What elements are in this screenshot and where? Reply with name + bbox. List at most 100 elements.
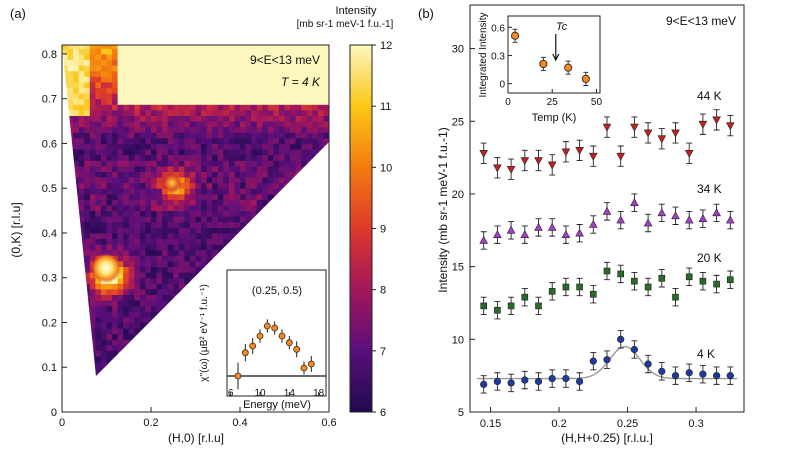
heatmap-cell	[84, 322, 91, 329]
heatmap-cell	[245, 216, 252, 223]
heatmap-cell	[95, 177, 102, 184]
heatmap-cell	[128, 205, 135, 212]
heatmap-cell	[251, 59, 258, 66]
heatmap-cell	[234, 154, 241, 161]
heatmap-cell	[106, 238, 113, 245]
heatmap-cell	[217, 45, 224, 49]
heatmap-cell	[167, 266, 174, 273]
heatmap-cell	[84, 143, 91, 150]
heatmap-cell	[84, 401, 90, 407]
heatmap-cell	[206, 177, 213, 184]
heatmap-cell	[173, 283, 180, 290]
heatmap-cell	[179, 378, 185, 384]
heatmap-cell	[62, 205, 69, 212]
heatmap-cell	[306, 45, 313, 49]
heatmap-cell	[245, 160, 252, 167]
heatmap-cell	[189, 98, 196, 105]
heatmap-cell	[173, 390, 179, 396]
heatmap-cell	[262, 98, 269, 105]
heatmap-cell	[273, 177, 280, 184]
heatmap-cell	[184, 367, 191, 374]
heatmap-cell	[206, 238, 213, 245]
heatmap-cell	[234, 177, 241, 184]
heatmap-cell	[100, 81, 107, 89]
heatmap-cell	[78, 210, 85, 217]
heatmap-cell	[312, 238, 319, 245]
heatmap-cell	[162, 227, 169, 234]
heatmap-cell	[167, 238, 174, 245]
heatmap-cell	[329, 261, 335, 267]
heatmap-cell	[100, 98, 107, 105]
heatmap-cell	[73, 244, 80, 251]
heatmap-cell	[256, 48, 263, 55]
heatmap-cell	[284, 76, 291, 83]
heatmap-cell	[312, 45, 319, 49]
heatmap-cell	[89, 137, 96, 144]
heatmap-cell	[73, 378, 79, 384]
heatmap-cell	[151, 244, 158, 251]
heatmap-cell	[234, 132, 241, 139]
heatmap-cell	[256, 81, 263, 89]
heatmap-cell	[123, 188, 130, 195]
heatmap-cell	[106, 294, 113, 301]
heatmap-cell	[301, 182, 308, 189]
heatmap-cell	[329, 255, 335, 261]
heatmap-cell	[89, 328, 96, 335]
heatmap-cell	[62, 283, 69, 290]
heatmap-cell	[100, 143, 107, 150]
heatmap-cell	[123, 171, 130, 178]
heatmap-cell	[173, 339, 180, 346]
heatmap-cell	[329, 76, 335, 82]
heatmap-cell	[156, 372, 163, 376]
heatmap-cell	[178, 300, 185, 307]
heatmap-cell	[167, 137, 174, 144]
heatmap-cell	[212, 305, 219, 312]
heatmap-cell	[167, 98, 174, 105]
heatmap-cell	[73, 121, 80, 128]
heatmap-cell	[68, 395, 74, 401]
heatmap-cell	[112, 154, 119, 161]
heatmap-cell	[100, 316, 107, 323]
heatmap-cell	[89, 367, 96, 374]
heatmap-cell	[189, 137, 196, 144]
heatmap-cell	[162, 65, 169, 72]
heatmap-cell	[256, 87, 263, 94]
heatmap-cell	[129, 401, 135, 407]
heatmap-cell	[301, 109, 308, 116]
heatmap-cell	[129, 395, 135, 401]
heatmap-cell	[117, 316, 124, 323]
heatmap-cell	[128, 300, 135, 307]
heatmap-cell	[217, 121, 224, 128]
heatmap-cell	[78, 104, 85, 111]
heatmap-cell	[179, 401, 185, 407]
heatmap-cell	[117, 350, 124, 357]
heatmap-cell	[217, 132, 224, 139]
heatmap-cell	[78, 244, 85, 251]
heatmap-cell	[201, 48, 208, 55]
heatmap-cell	[195, 193, 202, 200]
heatmap-cell	[117, 154, 124, 161]
heatmap-cell	[262, 221, 269, 228]
heatmap-cell	[201, 249, 208, 256]
heatmap-cell	[156, 272, 163, 279]
heatmap-cell	[295, 160, 302, 167]
heatmap-cell	[167, 132, 174, 139]
inset-a-point	[285, 339, 293, 347]
heatmap-cell	[212, 227, 219, 234]
heatmap-cell	[134, 93, 141, 100]
heatmap-cell	[201, 93, 208, 100]
heatmap-cell	[290, 205, 297, 212]
heatmap-cell	[262, 87, 269, 94]
heatmap-cell	[195, 205, 202, 212]
heatmap-cell	[178, 277, 185, 284]
heatmap-cell	[112, 132, 119, 139]
heatmap-cell	[117, 322, 124, 329]
heatmap-cell	[173, 216, 180, 223]
heatmap-cell	[295, 132, 302, 139]
heatmap-cell	[162, 277, 169, 284]
heatmap-cell	[62, 395, 68, 401]
heatmap-cell	[95, 188, 102, 195]
heatmap-cell	[245, 260, 252, 268]
heatmap-cell	[189, 316, 196, 323]
